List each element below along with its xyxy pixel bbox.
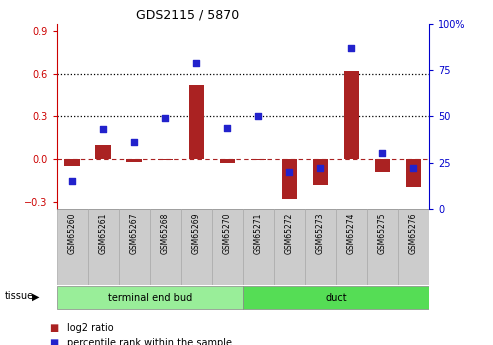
- Bar: [282, 159, 297, 199]
- Bar: [243, 286, 429, 309]
- Bar: [127, 159, 142, 162]
- Point: [379, 150, 387, 156]
- Bar: [150, 209, 181, 285]
- Text: GSM65267: GSM65267: [130, 213, 139, 254]
- Bar: [367, 209, 398, 285]
- Bar: [57, 209, 88, 285]
- Text: GSM65260: GSM65260: [68, 213, 77, 254]
- Point: [317, 165, 324, 171]
- Text: GSM65274: GSM65274: [347, 213, 356, 254]
- Bar: [274, 209, 305, 285]
- Text: GSM65271: GSM65271: [254, 213, 263, 254]
- Point: [285, 169, 293, 175]
- Text: ▶: ▶: [32, 291, 39, 301]
- Bar: [96, 145, 111, 159]
- Text: GSM65268: GSM65268: [161, 213, 170, 254]
- Text: log2 ratio: log2 ratio: [67, 323, 113, 333]
- Point: [223, 125, 231, 130]
- Text: GDS2115 / 5870: GDS2115 / 5870: [136, 9, 239, 22]
- Bar: [181, 209, 212, 285]
- Bar: [157, 159, 173, 160]
- Bar: [313, 159, 328, 185]
- Bar: [406, 159, 421, 187]
- Bar: [57, 286, 243, 309]
- Point: [348, 46, 355, 51]
- Bar: [88, 209, 119, 285]
- Point: [130, 139, 138, 145]
- Bar: [188, 85, 204, 159]
- Point: [192, 60, 200, 66]
- Bar: [212, 209, 243, 285]
- Text: GSM65276: GSM65276: [409, 213, 418, 254]
- Bar: [375, 159, 390, 172]
- Bar: [398, 209, 429, 285]
- Bar: [119, 209, 150, 285]
- Text: terminal end bud: terminal end bud: [107, 293, 192, 303]
- Text: GSM65269: GSM65269: [192, 213, 201, 254]
- Point: [99, 127, 107, 132]
- Bar: [243, 209, 274, 285]
- Point: [68, 178, 76, 184]
- Point: [254, 114, 262, 119]
- Text: ■: ■: [49, 338, 59, 345]
- Text: GSM65270: GSM65270: [223, 213, 232, 254]
- Bar: [344, 71, 359, 159]
- Text: duct: duct: [325, 293, 347, 303]
- Text: tissue: tissue: [5, 291, 34, 301]
- Text: GSM65261: GSM65261: [99, 213, 108, 254]
- Text: GSM65272: GSM65272: [285, 213, 294, 254]
- Bar: [65, 159, 80, 166]
- Text: GSM65275: GSM65275: [378, 213, 387, 254]
- Bar: [219, 159, 235, 163]
- Bar: [336, 209, 367, 285]
- Bar: [250, 159, 266, 160]
- Point: [161, 116, 169, 121]
- Text: GSM65273: GSM65273: [316, 213, 325, 254]
- Bar: [305, 209, 336, 285]
- Text: ■: ■: [49, 323, 59, 333]
- Text: percentile rank within the sample: percentile rank within the sample: [67, 338, 232, 345]
- Point: [410, 165, 418, 171]
